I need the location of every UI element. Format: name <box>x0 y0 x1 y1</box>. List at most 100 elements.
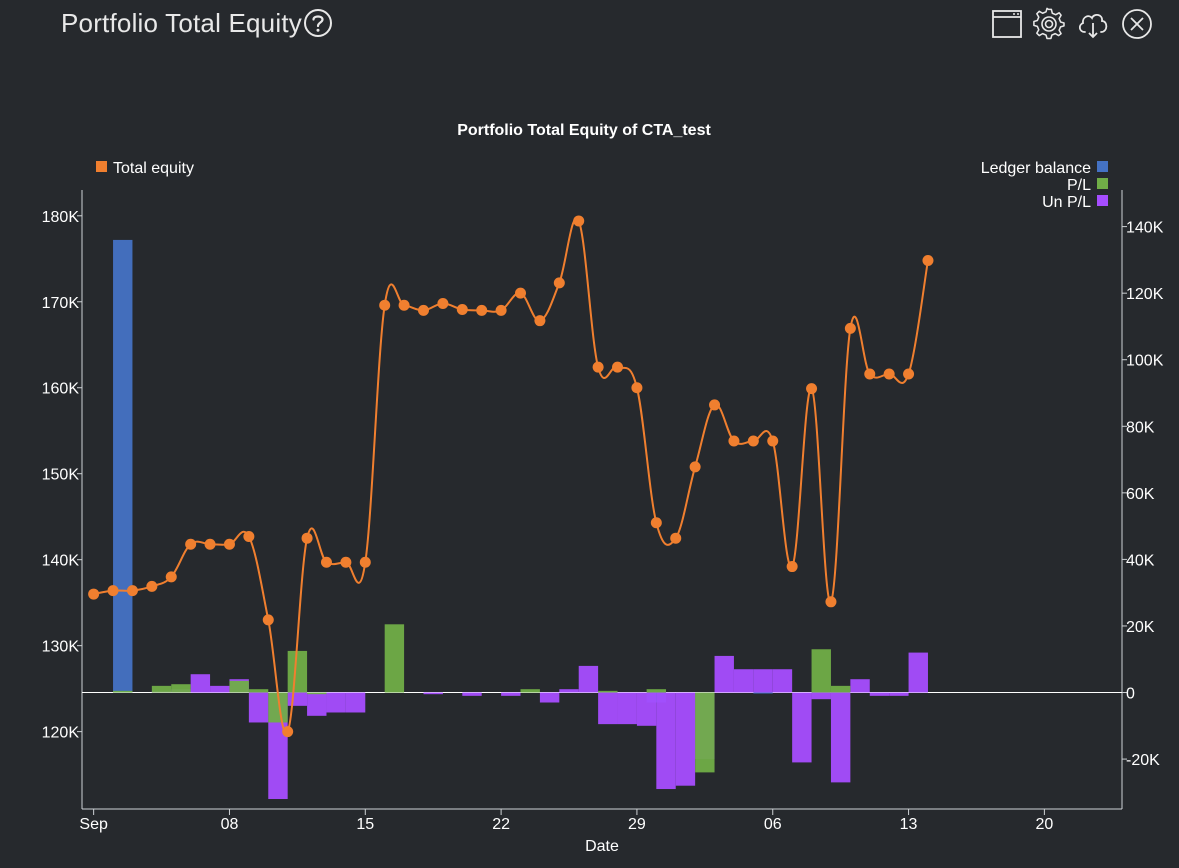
x-tick-label: 15 <box>356 816 374 833</box>
unpl-bar <box>248 692 269 723</box>
total-equity-point[interactable] <box>592 361 604 373</box>
total-equity-point[interactable] <box>534 315 546 327</box>
x-tick-label: 20 <box>1035 816 1053 833</box>
unpl-bar <box>792 692 812 763</box>
total-equity-point[interactable] <box>185 538 197 550</box>
axes: 120K 130K 140K 150K 160K 170K 180K -20K 0 20K 40K 6… <box>42 190 1164 833</box>
total-equity-point[interactable] <box>709 399 721 411</box>
pl-bar <box>113 690 133 693</box>
total-equity-point[interactable] <box>786 561 798 573</box>
unpl-bar <box>423 692 443 695</box>
total-equity-point[interactable] <box>825 596 837 608</box>
unpl-bar <box>578 665 599 693</box>
unpl-bar <box>345 692 366 713</box>
right-tick-label: 0 <box>1126 686 1135 703</box>
total-equity-point[interactable] <box>631 382 643 394</box>
total-equity-point[interactable] <box>262 614 274 626</box>
right-tick-label: 120K <box>1126 286 1164 303</box>
left-tick-label: 160K <box>42 381 80 398</box>
total-equity-point[interactable] <box>476 304 488 316</box>
total-equity-point[interactable] <box>282 726 294 738</box>
right-tick-label: 40K <box>1126 552 1155 569</box>
unpl-bar <box>675 692 696 786</box>
total-equity-point[interactable] <box>903 368 915 380</box>
total-equity-point[interactable] <box>126 585 138 597</box>
window-icon[interactable] <box>989 6 1025 42</box>
legend-label: Ledger balance <box>981 160 1091 177</box>
total-equity-point[interactable] <box>204 538 216 550</box>
total-equity-point[interactable] <box>844 322 856 334</box>
total-equity-point[interactable] <box>243 530 255 542</box>
close-icon[interactable] <box>1119 6 1155 42</box>
help-icon[interactable] <box>303 8 333 38</box>
pl-bar <box>384 624 405 693</box>
pl-bar <box>268 692 288 723</box>
total-equity-point[interactable] <box>165 571 177 583</box>
left-tick-label: 150K <box>42 467 80 484</box>
left-tick-label: 170K <box>42 295 80 312</box>
total-equity-point[interactable] <box>806 383 818 395</box>
left-tick-label: 130K <box>42 639 80 656</box>
total-equity-point[interactable] <box>107 585 119 597</box>
right-tick-label: 60K <box>1126 486 1155 503</box>
total-equity-point[interactable] <box>320 556 332 568</box>
total-equity-point[interactable] <box>573 215 585 227</box>
x-tick-label: 06 <box>764 816 782 833</box>
pl-bar <box>151 685 172 693</box>
total-equity-point[interactable] <box>456 304 468 316</box>
total-equity-point[interactable] <box>922 254 934 266</box>
pl-bar <box>248 689 269 693</box>
total-equity-point[interactable] <box>301 532 313 544</box>
total-equity-point[interactable] <box>223 538 235 550</box>
total-equity-point[interactable] <box>767 435 779 447</box>
gear-icon[interactable] <box>1031 6 1067 42</box>
total-equity-point[interactable] <box>689 461 701 473</box>
unpl-bar <box>636 692 657 726</box>
unpl-bar <box>598 692 618 725</box>
total-equity-point[interactable] <box>883 368 895 380</box>
pl-bar <box>307 692 327 695</box>
unpl-bar <box>462 692 482 696</box>
pl-bar <box>598 690 618 693</box>
total-equity-point[interactable] <box>612 361 624 373</box>
pl-bar <box>287 650 308 693</box>
legend-label-total-equity: Total equity <box>113 160 194 177</box>
unpl-bar <box>287 692 308 706</box>
pl-bar <box>229 680 249 693</box>
total-equity-point[interactable] <box>359 556 371 568</box>
unpl-bar <box>714 655 734 693</box>
total-equity-point[interactable] <box>650 517 662 529</box>
total-equity-point[interactable] <box>417 304 429 316</box>
unpl-bar <box>210 685 230 693</box>
total-equity-point[interactable] <box>728 435 740 447</box>
unpl-bar <box>733 669 754 693</box>
unpl-bar <box>559 689 579 693</box>
pl-bar <box>646 689 667 693</box>
pl-bar <box>171 684 191 693</box>
total-equity-point[interactable] <box>88 588 100 600</box>
total-equity-point[interactable] <box>747 435 759 447</box>
unpl-bar <box>908 652 928 693</box>
total-equity-point[interactable] <box>515 287 527 299</box>
total-equity-point[interactable] <box>864 368 876 380</box>
total-equity-point[interactable] <box>437 297 449 309</box>
unpl-bar <box>811 692 831 700</box>
total-equity-point[interactable] <box>553 277 565 289</box>
header: Portfolio Total Equity <box>0 0 1179 60</box>
total-equity-point[interactable] <box>670 532 682 544</box>
unpl-bar <box>501 692 521 696</box>
unpl-bar <box>869 692 890 696</box>
right-tick-label: 140K <box>1126 220 1164 237</box>
total-equity-point[interactable] <box>146 580 158 592</box>
x-tick-label: 08 <box>221 816 239 833</box>
total-equity-point[interactable] <box>379 299 391 311</box>
cloud-download-icon[interactable] <box>1075 6 1111 42</box>
left-tick-label: 140K <box>42 553 80 570</box>
legend-label: P/L <box>1067 177 1091 194</box>
right-tick-label: 80K <box>1126 419 1155 436</box>
total-equity-point[interactable] <box>340 556 352 568</box>
total-equity-point[interactable] <box>495 304 507 316</box>
total-equity-point[interactable] <box>398 299 410 311</box>
